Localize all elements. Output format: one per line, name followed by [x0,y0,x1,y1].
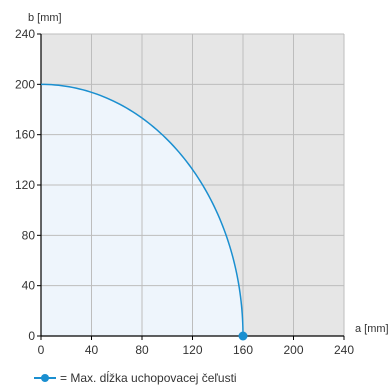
legend: = Max. dĺžka uchopovacej čeľusti [34,370,237,386]
y-tick-label: 200 [15,77,35,91]
y-axis-label: b [mm] [28,12,62,24]
y-tick-label: 240 [15,27,35,41]
y-tick-label: 0 [28,329,35,343]
legend-label: = Max. dĺžka uchopovacej čeľusti [60,371,237,385]
x-tick-label: 40 [85,343,99,357]
series-marker [238,331,248,341]
legend-marker-icon [34,374,56,382]
x-tick-label: 80 [135,343,149,357]
x-tick-label: 240 [334,343,354,357]
y-tick-label: 40 [22,279,36,293]
x-tick-label: 200 [283,343,303,357]
x-tick-label: 120 [182,343,202,357]
chart: 0 40 80 120 160 200 240 0 40 80 120 160 200 240 b [mm… [15,12,389,357]
x-axis-label: a [mm] [355,323,389,335]
series-line-max-jaw-length [40,83,244,337]
x-tick-label: 160 [233,343,253,357]
y-tick-label: 160 [15,128,35,142]
x-tick-label: 0 [38,343,45,357]
y-tick-label: 120 [15,178,35,192]
y-tick-label: 80 [22,228,36,242]
tick-labels: 0 40 80 120 160 200 240 0 40 80 120 160 200 240 [15,27,354,357]
